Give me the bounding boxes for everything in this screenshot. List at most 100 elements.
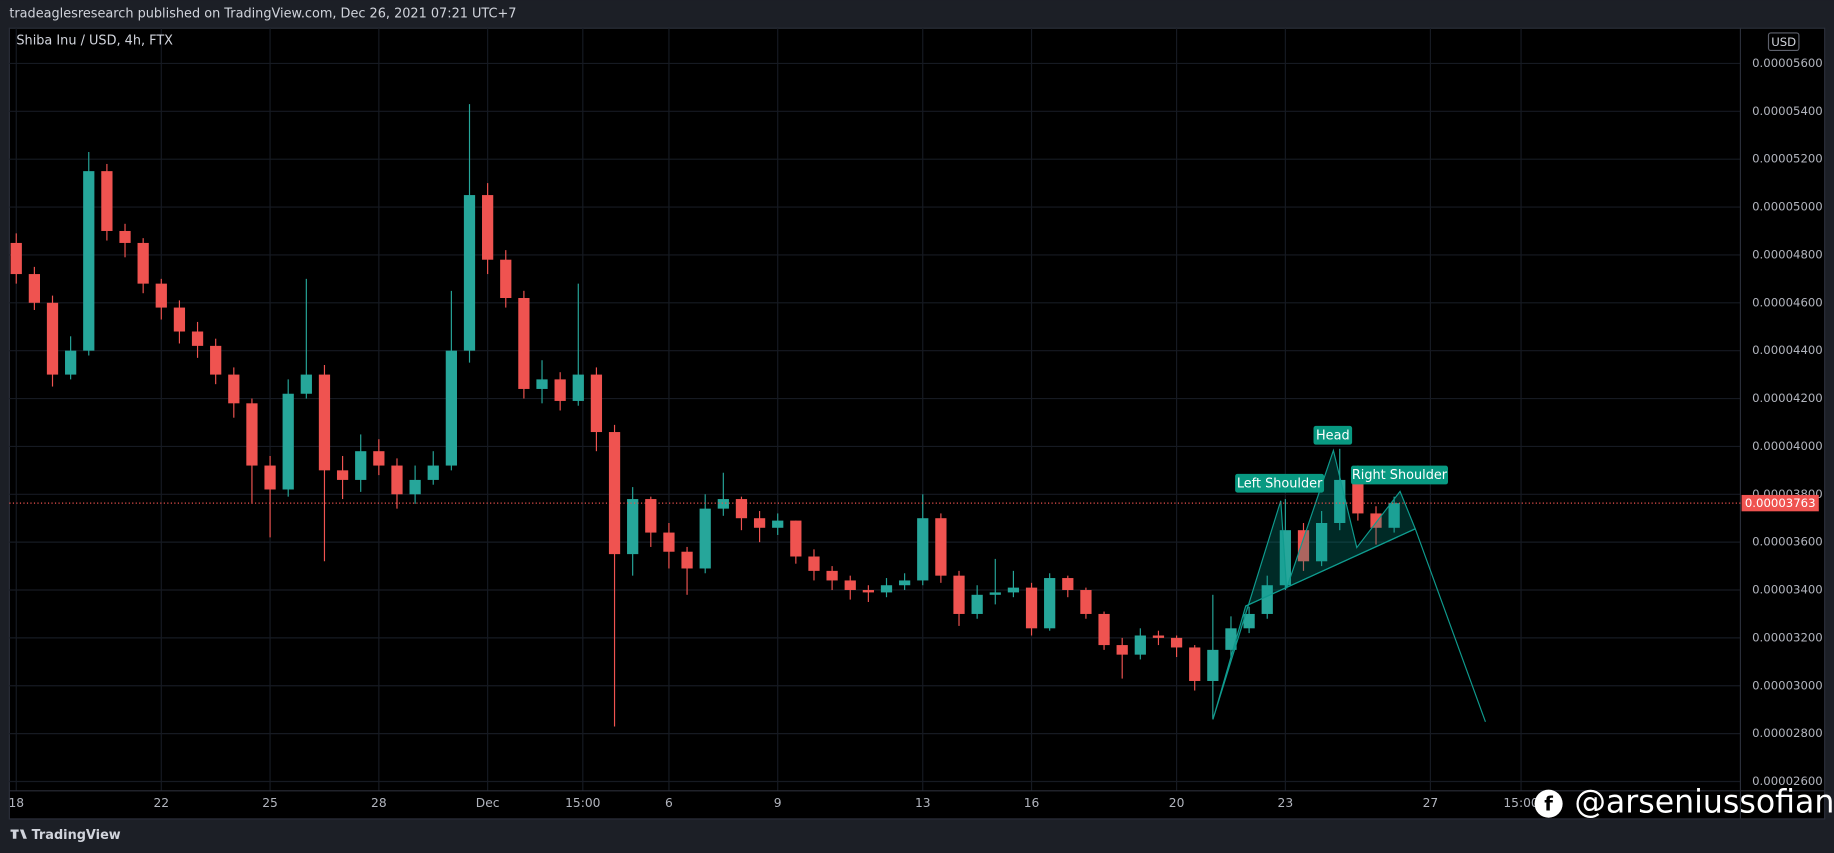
candle-body — [28, 274, 40, 303]
brand-logo — [10, 829, 27, 839]
y-tick-label: 0.00002800 — [1752, 726, 1823, 740]
grid — [9, 28, 1741, 791]
x-tick-label: 9 — [774, 796, 782, 810]
fb-icon — [1534, 789, 1563, 818]
candle-body — [1261, 585, 1273, 614]
x-tick-label: 15:00 — [565, 796, 600, 810]
y-tick-label: 0.00004600 — [1752, 295, 1823, 309]
x-tick-label: 16 — [1024, 796, 1040, 810]
x-tick-label: 6 — [665, 796, 673, 810]
candle-body — [1134, 635, 1146, 655]
y-tick-label: 0.00003400 — [1752, 583, 1823, 597]
candle-body — [536, 379, 548, 389]
candle-body — [808, 556, 820, 571]
candle-body — [971, 594, 983, 614]
neckline — [1245, 528, 1416, 607]
label-box — [1235, 473, 1325, 493]
candle-body — [681, 551, 693, 569]
annotation: Head — [1316, 428, 1350, 443]
candle-body — [826, 570, 838, 581]
candle-body — [1243, 613, 1255, 629]
candle-body — [1062, 578, 1074, 591]
candle-body — [500, 259, 512, 298]
projection-line — [1414, 528, 1486, 723]
candle-body — [880, 585, 893, 593]
x-tick-label: 23 — [1278, 796, 1294, 810]
axes: 0.00002600 0.00002800 0.00003000 0.00003200… — [8, 56, 1822, 810]
candle-body — [65, 350, 77, 375]
candle-body — [1207, 649, 1219, 681]
x-tick-label: 15:00 — [1503, 796, 1538, 810]
y-tick-label: 0.00005400 — [1752, 104, 1823, 118]
label-box — [1350, 465, 1449, 485]
candle-body — [518, 297, 530, 389]
last-price-box — [1741, 494, 1819, 512]
candle-body — [790, 520, 802, 557]
candle-body — [482, 195, 494, 260]
brand[interactable]: TradingView — [32, 828, 121, 843]
candle-body — [699, 508, 711, 569]
candle-body — [572, 374, 584, 401]
candle-body — [1025, 587, 1038, 629]
candle-body — [862, 590, 874, 593]
currency[interactable]: USD — [1771, 35, 1796, 49]
x-tick-label: 28 — [371, 796, 387, 810]
candle-body — [899, 580, 911, 586]
candle-body — [663, 532, 675, 552]
candle-body — [300, 374, 312, 394]
y-tick-label: 0.00005200 — [1752, 152, 1823, 166]
candle-body — [427, 465, 439, 480]
y-tick-label: 0.00005600 — [1752, 56, 1823, 70]
x-tick-label: 18 — [8, 796, 24, 810]
y-tick-label: 0.00004200 — [1752, 391, 1823, 405]
candle-body — [191, 331, 204, 346]
y-tick-label: 0.00003200 — [1752, 630, 1823, 644]
candle-body — [373, 451, 385, 466]
candle-body — [355, 451, 367, 480]
x-tick-label: 25 — [262, 796, 278, 810]
candle-body — [1316, 522, 1328, 562]
candle-body — [1080, 590, 1092, 614]
candle-body — [1116, 645, 1128, 655]
currency-box[interactable] — [1767, 32, 1800, 52]
candle-body — [445, 350, 457, 466]
candle-body — [173, 307, 186, 332]
y-tick-label: 0.00005000 — [1752, 200, 1823, 214]
candle-body — [735, 499, 748, 519]
candle-body — [917, 518, 929, 581]
candle-body — [554, 379, 566, 401]
watermark-text: @arseniussofian — [1574, 785, 1834, 821]
label-box — [1313, 425, 1353, 445]
candle-body — [463, 195, 476, 351]
candle-body — [989, 592, 1001, 595]
candle-body — [391, 465, 403, 495]
x-tick-label: Dec — [476, 796, 500, 810]
candle-body — [101, 171, 113, 231]
y-tick-label: 0.00004800 — [1752, 247, 1823, 261]
y-tick-label: 0.00003600 — [1752, 535, 1823, 549]
candle-body — [318, 374, 331, 471]
fb-icon-letter: f — [1544, 792, 1553, 815]
x-tick-label: 27 — [1423, 796, 1439, 810]
chart-panel — [8, 27, 1826, 820]
publisher: tradeaglesresearch published on TradingV… — [9, 7, 516, 22]
candle-body — [1352, 479, 1364, 514]
candle-body — [1044, 578, 1056, 629]
candle-body — [645, 499, 657, 533]
candle-body — [1279, 530, 1291, 586]
candle-body — [409, 479, 421, 495]
annotation: Right Shoulder — [1352, 468, 1448, 483]
candle-body — [1189, 647, 1201, 681]
candles — [10, 104, 1400, 727]
candle-body — [772, 520, 784, 528]
symbol-title: Shiba Inu / USD, 4h, FTX — [16, 34, 173, 49]
candle-body — [1170, 637, 1183, 648]
x-tick-label: 22 — [153, 796, 169, 810]
pattern: Left Shoulder Head Right Shoulder — [1212, 425, 1486, 723]
candle-body — [119, 230, 131, 243]
candle-body — [1297, 530, 1310, 562]
candle-body — [935, 518, 947, 576]
candle-body — [608, 432, 621, 555]
x-tick-label: 13 — [915, 796, 931, 810]
